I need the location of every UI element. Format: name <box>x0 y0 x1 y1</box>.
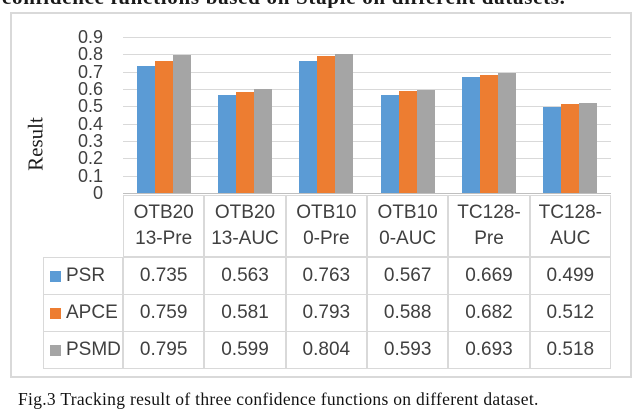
table-value-cell: 0.563 <box>204 257 286 295</box>
series-name-label: PSR <box>66 265 106 286</box>
legend-cell-psr: PSR <box>43 257 123 295</box>
y-axis-tick-label: 0.2 <box>77 148 103 169</box>
figure-caption: Fig.3 Tracking result of three confidenc… <box>18 389 539 409</box>
y-axis-tick-label: 0.3 <box>77 131 103 151</box>
table-value-cell: 0.499 <box>529 257 611 295</box>
y-axis-tick-label: 0.7 <box>77 61 103 82</box>
table-value-cell: 0.693 <box>448 331 530 369</box>
gridline <box>123 89 611 90</box>
x-axis-category-label: OTB20 13-Pre <box>123 195 205 257</box>
gridline <box>123 54 611 56</box>
bar-psr-otb100-pre <box>299 60 318 193</box>
bar-apce-otb2013-auc <box>235 92 254 193</box>
legend-swatch-apce <box>50 307 61 319</box>
table-value-cell: 0.735 <box>123 257 205 295</box>
y-axis-tick-label: 0.8 <box>77 44 103 65</box>
table-value-cell: 0.763 <box>285 257 367 295</box>
x-axis-category-label: TC128- AUC <box>529 195 611 257</box>
bar-group-otb2013-pre <box>123 37 204 193</box>
y-axis-tick-label: 0.1 <box>77 165 103 186</box>
gridline <box>123 71 611 73</box>
bar-apce-tc128-auc <box>561 104 580 193</box>
chart-frame: Result 0 0.1 0.2 0.3 0.4 0.5 0.6 0.7 0.8 0.9 OTB2… <box>10 12 632 378</box>
gridline <box>123 37 611 38</box>
gridline <box>123 158 611 160</box>
table-row-apce: APCE 0.759 0.581 0.793 0.588 0.682 0.512 <box>43 294 611 332</box>
series-name-label: PSMD <box>66 339 121 360</box>
table-value-cell: 0.567 <box>366 257 449 295</box>
bar-psmd-otb2013-auc <box>253 89 272 193</box>
table-value-cell: 0.759 <box>123 294 205 332</box>
bar-psmd-otb100-pre <box>335 53 354 193</box>
previous-caption-cut-text: confidence functions based on Staple on … <box>2 0 639 8</box>
series-name-label: APCE <box>66 302 118 323</box>
y-axis-tick-label: 0 <box>92 183 103 203</box>
bar-psr-tc128-pre <box>461 77 480 193</box>
y-axis-title: Result <box>23 117 48 171</box>
bar-apce-tc128-pre <box>479 74 498 193</box>
bar-apce-otb100-auc <box>398 91 417 193</box>
table-value-cell: 0.804 <box>285 331 367 369</box>
table-value-cell: 0.512 <box>529 294 611 332</box>
bar-psmd-otb2013-pre <box>172 55 191 193</box>
y-axis-tick-label: 0.9 <box>77 27 103 47</box>
bar-psr-otb100-auc <box>380 94 399 193</box>
plot-area <box>123 37 611 194</box>
y-axis-tick-label: 0.6 <box>77 79 103 99</box>
table-row-psmd: PSMD 0.795 0.599 0.804 0.593 0.693 0.518 <box>43 331 611 369</box>
bar-psmd-tc128-pre <box>497 72 516 193</box>
x-axis-category-row: OTB20 13-Pre OTB20 13-AUC OTB10 0-Pre OTB10… <box>123 195 611 257</box>
x-axis-category-label: TC128- Pre <box>448 195 530 257</box>
bar-group-otb2013-auc <box>204 37 285 193</box>
table-value-cell: 0.593 <box>366 331 449 369</box>
bar-psmd-tc128-auc <box>579 103 598 193</box>
legend-cell-apce: APCE <box>43 294 123 332</box>
y-axis-tick-label: 0.5 <box>77 96 103 117</box>
legend-swatch-psmd <box>50 344 61 356</box>
bar-group-tc128-pre <box>448 37 529 193</box>
legend-cell-psmd: PSMD <box>43 331 123 369</box>
x-axis-category-label: OTB10 0-AUC <box>366 195 449 257</box>
table-row-psr: PSR 0.735 0.563 0.763 0.567 0.669 0.499 <box>43 257 611 295</box>
table-value-cell: 0.581 <box>204 294 286 332</box>
table-value-cell: 0.682 <box>448 294 530 332</box>
bar-group-tc128-auc <box>530 37 611 193</box>
bar-apce-otb100-pre <box>317 55 336 193</box>
table-value-cell: 0.795 <box>123 331 205 369</box>
table-value-cell: 0.793 <box>285 294 367 332</box>
bar-psmd-otb100-auc <box>416 90 435 193</box>
table-value-cell: 0.669 <box>448 257 530 295</box>
bar-psr-otb2013-pre <box>136 65 155 193</box>
bar-group-otb100-pre <box>286 37 367 193</box>
gridline <box>123 106 611 108</box>
legend-swatch-psr <box>50 270 61 282</box>
gridline <box>123 175 611 177</box>
bar-psr-tc128-auc <box>543 106 562 193</box>
bar-psr-otb2013-auc <box>217 95 236 193</box>
gridline <box>123 123 611 125</box>
bar-group-otb100-auc <box>367 37 448 193</box>
table-value-cell: 0.518 <box>529 331 611 369</box>
y-axis-tick-label: 0.4 <box>77 113 103 134</box>
table-value-cell: 0.588 <box>366 294 449 332</box>
table-value-cell: 0.599 <box>204 331 286 369</box>
x-axis-category-label: OTB20 13-AUC <box>204 195 286 257</box>
x-axis-category-label: OTB10 0-Pre <box>285 195 367 257</box>
bar-apce-otb2013-pre <box>154 61 173 193</box>
gridline <box>123 141 611 142</box>
